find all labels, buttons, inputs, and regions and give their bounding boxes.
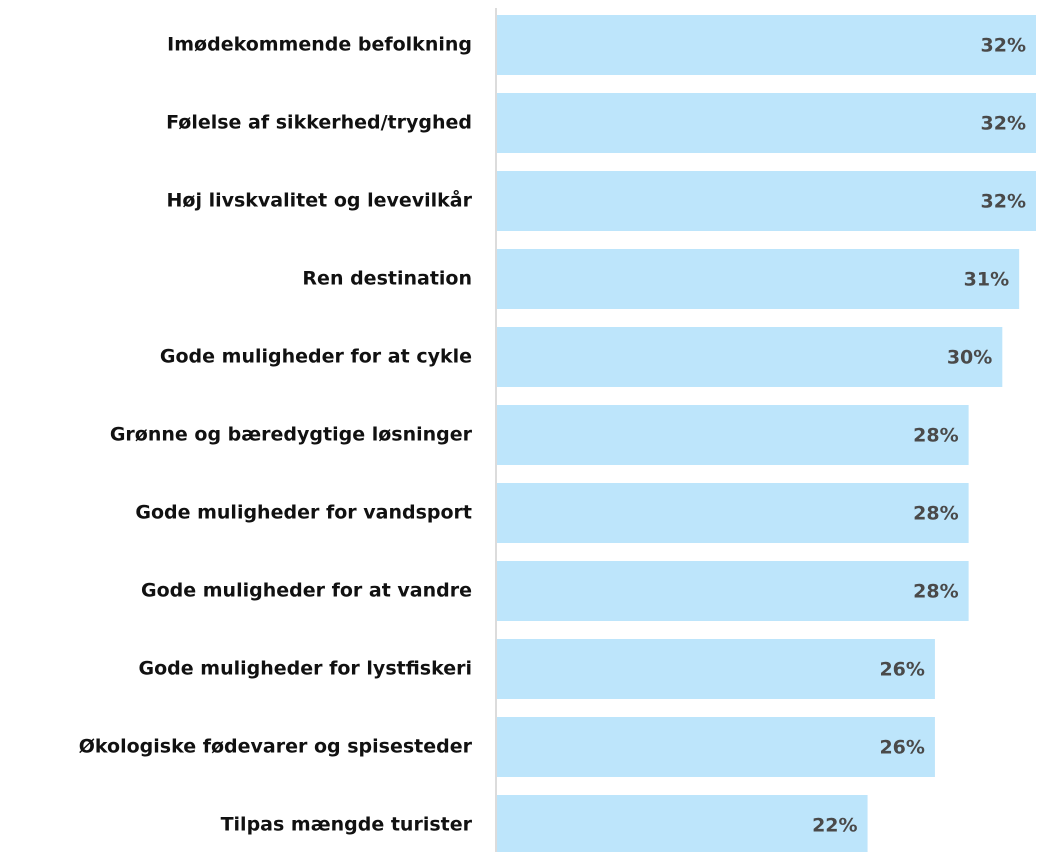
category-label: Grønne og bæredygtige løsninger: [110, 424, 473, 446]
bar: [497, 483, 969, 543]
bar: [497, 15, 1036, 75]
bar: [497, 327, 1003, 387]
category-label: Gode muligheder for vandsport: [135, 502, 472, 524]
bar: [497, 795, 868, 852]
value-label: 30%: [947, 347, 992, 369]
value-label: 26%: [879, 737, 924, 759]
bar: [497, 93, 1036, 153]
bar: [497, 171, 1036, 231]
category-label: Ren destination: [302, 268, 472, 290]
category-label: Økologiske fødevarer og spisesteder: [79, 736, 473, 758]
category-label: Gode muligheder for at cykle: [160, 346, 472, 368]
bar: [497, 561, 969, 621]
category-label: Tilpas mængde turister: [221, 814, 473, 836]
value-label: 28%: [913, 425, 958, 447]
bar: [497, 249, 1020, 309]
bar: [497, 639, 935, 699]
category-label: Høj livskvalitet og levevilkår: [166, 188, 472, 212]
category-label: Imødekommende befolkning: [167, 34, 472, 56]
value-label: 28%: [913, 581, 958, 603]
category-label: Gode muligheder for at vandre: [141, 580, 472, 602]
value-label: 22%: [812, 815, 857, 837]
value-label: 26%: [879, 659, 924, 681]
category-label: Følelse af sikkerhed/tryghed: [166, 112, 472, 134]
value-label: 28%: [913, 503, 958, 525]
bar: [497, 717, 935, 777]
value-label: 31%: [964, 269, 1009, 291]
bar: [497, 405, 969, 465]
value-label: 32%: [981, 35, 1026, 57]
value-label: 32%: [981, 113, 1026, 135]
category-label: Gode muligheder for lystfiskeri: [139, 658, 472, 680]
value-label: 32%: [981, 191, 1026, 213]
